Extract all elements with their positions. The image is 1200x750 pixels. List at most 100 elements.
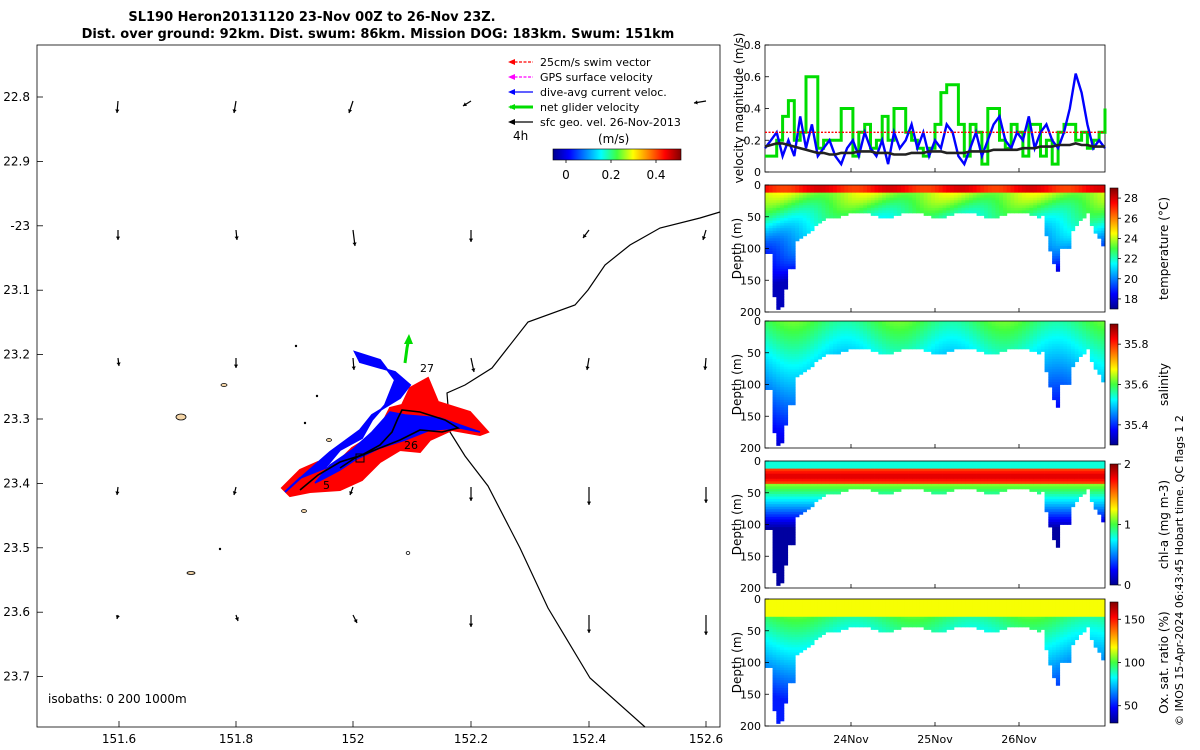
section-cell	[1063, 185, 1068, 188]
section-cell	[995, 486, 1000, 490]
section-cell	[765, 494, 770, 497]
section-cell	[1067, 471, 1072, 475]
section-cell	[787, 473, 792, 477]
section-cell	[863, 205, 868, 209]
section-cell	[780, 376, 785, 380]
section-cell	[765, 527, 770, 530]
section-cell	[874, 195, 879, 199]
section-cell	[984, 476, 989, 480]
section-cell	[1071, 483, 1076, 487]
section-cell	[1044, 354, 1049, 357]
section-cell	[1097, 338, 1102, 342]
section-cell	[795, 468, 800, 472]
section-cell	[1063, 228, 1068, 232]
section-cell	[795, 496, 800, 500]
section-cell	[768, 483, 773, 487]
section-cell	[863, 323, 868, 327]
section-cell	[851, 187, 857, 191]
section-cell	[1063, 499, 1068, 503]
section-cell	[783, 195, 789, 199]
section-cell	[942, 195, 947, 199]
section-cell	[1071, 478, 1076, 482]
section-cell	[1055, 374, 1061, 378]
section-cell	[957, 468, 962, 472]
section-cell	[791, 509, 796, 513]
section-cell	[772, 414, 777, 418]
section-cell	[1048, 243, 1053, 247]
section-cell	[776, 354, 781, 357]
section-cell	[768, 662, 773, 666]
section-cell	[935, 486, 940, 490]
section-cell	[972, 481, 977, 485]
section-cell	[1089, 212, 1095, 216]
geo-velocity-arrow	[693, 100, 707, 105]
section-cell	[1067, 504, 1072, 508]
section-cell	[908, 333, 913, 337]
section-cell	[1044, 323, 1049, 327]
section-cell	[1044, 326, 1049, 330]
section-cell	[870, 481, 875, 485]
section-cell	[810, 185, 815, 188]
section-cell	[825, 197, 830, 201]
section-cell	[791, 644, 796, 648]
section-cell	[1044, 369, 1049, 373]
section-cell	[814, 356, 819, 360]
section-cell	[987, 333, 993, 337]
section-cell	[851, 336, 857, 340]
section-cell	[814, 200, 819, 204]
section-cell	[961, 341, 966, 345]
section-cell	[1074, 215, 1079, 219]
section-cell	[776, 253, 781, 257]
section-cell	[810, 333, 815, 337]
section-cell	[1021, 187, 1027, 191]
section-cell	[776, 356, 781, 360]
section-cell	[806, 200, 811, 204]
section-cell	[1055, 268, 1061, 272]
section-cell	[1067, 243, 1072, 247]
section-cell	[802, 478, 807, 482]
section-cell	[776, 580, 781, 584]
section-cell	[795, 364, 800, 368]
section-cell	[851, 341, 857, 345]
section-cell	[953, 346, 959, 350]
section-cell	[1067, 233, 1072, 237]
section-cell	[870, 343, 875, 347]
section-cell	[829, 323, 834, 327]
section-cell	[953, 466, 959, 470]
section-cell	[802, 496, 807, 500]
section-cell	[1089, 215, 1095, 219]
section-cell	[1074, 354, 1079, 357]
section-cell	[878, 338, 883, 342]
section-cell	[772, 468, 777, 472]
section-cell	[772, 554, 777, 558]
section-cell	[885, 326, 891, 330]
section-cell	[1040, 333, 1045, 337]
legend-label: 25cm/s swim vector	[540, 56, 651, 69]
section-cell	[791, 190, 796, 194]
section-cell	[946, 473, 951, 477]
geo-velocity-arrow	[115, 230, 121, 240]
section-cell	[821, 190, 826, 194]
section-cell	[867, 205, 872, 209]
section-cell	[783, 251, 789, 254]
section-cell	[878, 195, 883, 199]
section-cell	[999, 483, 1004, 487]
section-cell	[799, 205, 804, 209]
section-cell	[806, 637, 811, 641]
section-cell	[942, 336, 947, 340]
section-cell	[1059, 323, 1064, 327]
section-cell	[1055, 514, 1061, 518]
section-cell	[1021, 486, 1027, 490]
section-cell	[802, 361, 807, 365]
section-cell	[942, 476, 947, 480]
section-cell	[870, 200, 875, 204]
section-cell	[965, 331, 970, 335]
section-cell	[821, 473, 826, 477]
section-cell	[972, 331, 977, 335]
section-cell	[1052, 195, 1057, 199]
section-cell	[1055, 364, 1061, 368]
section-cell	[1093, 468, 1098, 472]
section-cell	[772, 632, 777, 635]
section-cell	[765, 473, 770, 477]
section-cell	[953, 331, 959, 335]
